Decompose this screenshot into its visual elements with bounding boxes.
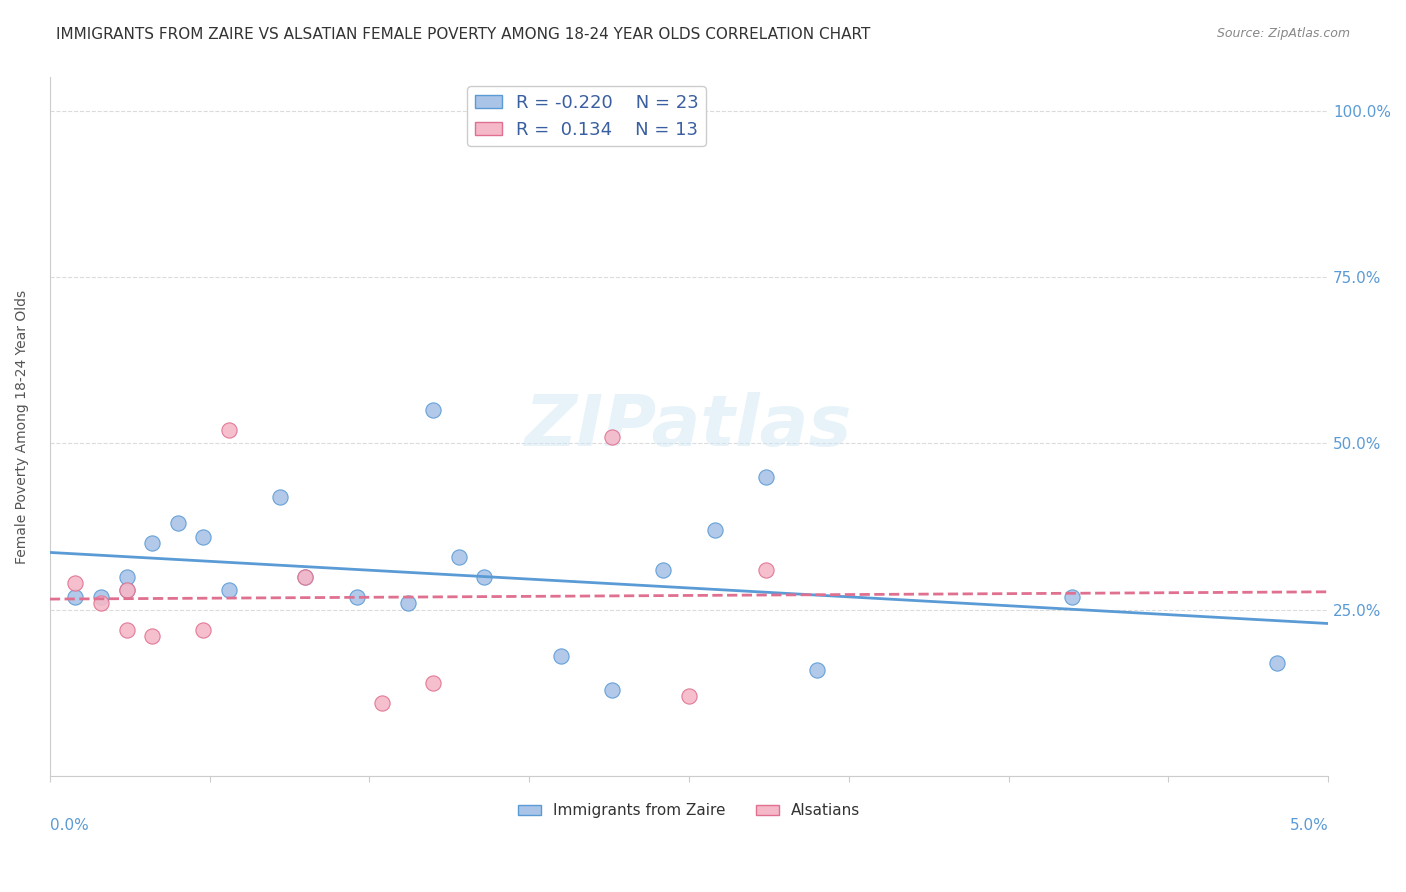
Point	[652, 563, 675, 577]
Point	[65, 590, 87, 604]
Y-axis label: Female Poverty Among 18-24 Year Olds: Female Poverty Among 18-24 Year Olds	[15, 290, 30, 564]
Point	[703, 523, 725, 537]
Point	[193, 530, 215, 544]
Text: 0.0%: 0.0%	[49, 818, 89, 833]
Point	[1265, 656, 1288, 670]
Point	[371, 696, 394, 710]
Point	[755, 563, 778, 577]
Point	[218, 582, 240, 597]
Point	[600, 430, 623, 444]
Point	[141, 536, 163, 550]
Point	[600, 682, 623, 697]
Point	[193, 623, 215, 637]
Point	[90, 590, 112, 604]
Point	[550, 649, 572, 664]
Point	[218, 423, 240, 437]
Point	[65, 576, 87, 591]
Point	[294, 569, 316, 583]
Point	[755, 469, 778, 483]
Point	[166, 516, 188, 531]
Point	[678, 690, 700, 704]
Point	[396, 596, 419, 610]
Point	[294, 569, 316, 583]
Text: ZIPatlas: ZIPatlas	[526, 392, 852, 461]
Point	[115, 582, 138, 597]
Point	[141, 629, 163, 643]
Text: 5.0%: 5.0%	[1289, 818, 1329, 833]
Text: Source: ZipAtlas.com: Source: ZipAtlas.com	[1216, 27, 1350, 40]
Legend: Immigrants from Zaire, Alsatians: Immigrants from Zaire, Alsatians	[512, 797, 866, 824]
Point	[422, 676, 444, 690]
Point	[422, 403, 444, 417]
Point	[269, 490, 291, 504]
Point	[346, 590, 368, 604]
Point	[90, 596, 112, 610]
Point	[115, 582, 138, 597]
Point	[447, 549, 470, 564]
Text: IMMIGRANTS FROM ZAIRE VS ALSATIAN FEMALE POVERTY AMONG 18-24 YEAR OLDS CORRELATI: IMMIGRANTS FROM ZAIRE VS ALSATIAN FEMALE…	[56, 27, 870, 42]
Point	[115, 623, 138, 637]
Point	[1062, 590, 1084, 604]
Point	[806, 663, 828, 677]
Point	[474, 569, 496, 583]
Point	[115, 569, 138, 583]
